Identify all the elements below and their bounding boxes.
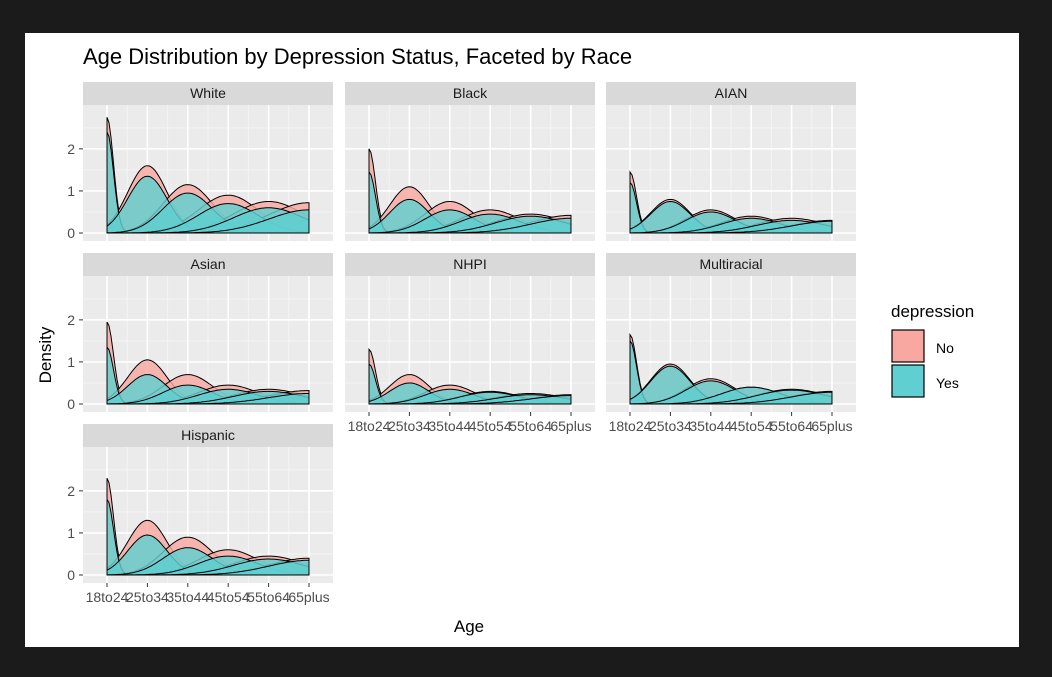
facet-strip bbox=[606, 82, 856, 105]
density-area-yes-65plus bbox=[369, 217, 572, 234]
facet-strip bbox=[606, 253, 856, 276]
x-tick-label: 25to34 bbox=[388, 418, 431, 434]
x-tick-label: 35to44 bbox=[428, 418, 471, 434]
y-tick-label: 2 bbox=[67, 312, 75, 328]
facet-strip-label: NHPI bbox=[453, 256, 486, 272]
x-tick-label: 65plus bbox=[288, 589, 329, 605]
x-tick-label: 35to44 bbox=[689, 418, 732, 434]
facet-strip bbox=[83, 253, 333, 276]
legend-label-yes: Yes bbox=[936, 375, 959, 391]
facet-strip bbox=[345, 253, 595, 276]
facet-strip-label: White bbox=[190, 85, 226, 101]
y-axis-label: Density bbox=[36, 326, 55, 383]
y-tick-label: 0 bbox=[67, 225, 75, 241]
facet-multiracial: Multiracial 18to2425to3435to4445to5455to6… bbox=[606, 253, 856, 434]
facet-strip-label: Asian bbox=[190, 256, 225, 272]
legend-key-yes bbox=[891, 364, 925, 398]
x-tick-label: 55to64 bbox=[509, 418, 552, 434]
x-tick-label: 18to24 bbox=[86, 589, 129, 605]
density-area-yes-65plus bbox=[107, 393, 310, 405]
x-tick-label: 35to44 bbox=[166, 589, 209, 605]
x-tick-label: 18to24 bbox=[609, 418, 652, 434]
x-tick-label: 25to34 bbox=[126, 589, 169, 605]
legend-title: depression bbox=[891, 302, 974, 321]
chart-title: Age Distribution by Depression Status, F… bbox=[83, 44, 632, 69]
x-tick-label: 45to54 bbox=[730, 418, 773, 434]
x-tick-label: 65plus bbox=[811, 418, 852, 434]
facet-strip-label: AIAN bbox=[715, 85, 748, 101]
legend: depression No Yes bbox=[891, 302, 974, 398]
y-tick-label: 1 bbox=[67, 354, 75, 370]
facet-strip-label: Black bbox=[453, 85, 488, 101]
density-area-yes-65plus bbox=[369, 395, 572, 405]
facet-aian: AIAN bbox=[606, 82, 856, 241]
y-tick-label: 1 bbox=[67, 525, 75, 541]
y-tick-label: 0 bbox=[67, 396, 75, 412]
x-tick-label: 65plus bbox=[550, 418, 591, 434]
facet-white: White 0 1 2 bbox=[67, 82, 333, 241]
x-axis-label: Age bbox=[454, 617, 484, 636]
x-tick-label: 45to54 bbox=[207, 589, 250, 605]
density-area-yes-65plus bbox=[107, 559, 310, 576]
facet-strip bbox=[83, 82, 333, 105]
legend-label-no: No bbox=[936, 340, 954, 356]
x-tick-label: 55to64 bbox=[770, 418, 813, 434]
y-tick-label: 2 bbox=[67, 141, 75, 157]
x-tick-label: 25to34 bbox=[649, 418, 692, 434]
density-area-yes-65plus bbox=[630, 391, 833, 405]
x-tick-label: 45to54 bbox=[469, 418, 512, 434]
facet-strip bbox=[83, 424, 333, 447]
y-tick-label: 0 bbox=[67, 567, 75, 583]
density-area-yes-65plus bbox=[630, 220, 833, 234]
legend-key-no bbox=[891, 329, 925, 363]
y-tick-label: 1 bbox=[67, 183, 75, 199]
y-tick-label: 2 bbox=[67, 483, 75, 499]
facet-strip bbox=[345, 82, 595, 105]
faceted-density-chart: Age Distribution by Depression Status, F… bbox=[25, 33, 1019, 647]
facet-strip-label: Hispanic bbox=[181, 427, 235, 443]
x-tick-label: 18to24 bbox=[348, 418, 391, 434]
x-tick-label: 55to64 bbox=[247, 589, 290, 605]
facet-asian: Asian 0 1 2 bbox=[67, 253, 333, 412]
density-area-yes-65plus bbox=[107, 209, 310, 234]
facet-strip-label: Multiracial bbox=[699, 256, 762, 272]
facet-hispanic: Hispanic 0 1 2 18to2425to3435to4445to5455to6… bbox=[67, 424, 333, 605]
facet-black: Black bbox=[345, 82, 595, 241]
